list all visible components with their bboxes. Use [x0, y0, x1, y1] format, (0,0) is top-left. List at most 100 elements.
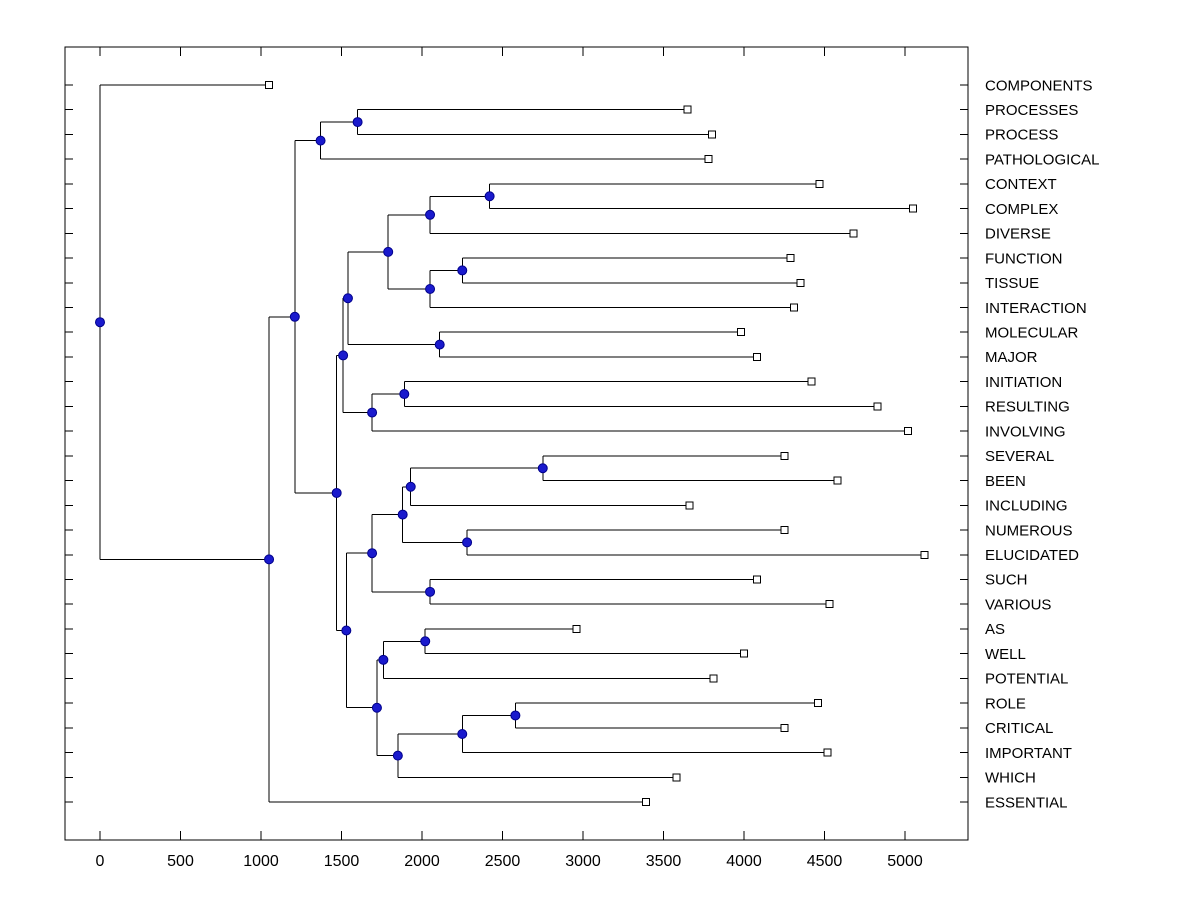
leaf-label: COMPONENTS [985, 77, 1093, 94]
internal-node-marker [342, 293, 353, 304]
leaf-label: INITIATION [985, 374, 1062, 391]
leaf-marker [709, 674, 718, 683]
leaf-marker [814, 699, 823, 708]
leaf-marker [904, 427, 913, 436]
x-tick-label: 500 [167, 853, 194, 870]
leaf-label: ESSENTIAL [985, 794, 1068, 811]
leaf-label: FUNCTION [985, 250, 1063, 267]
leaf-label: DIVERSE [985, 226, 1051, 243]
leaf-label: BEEN [985, 473, 1026, 490]
internal-node-marker [425, 586, 436, 597]
leaf-label: VARIOUS [985, 596, 1051, 613]
internal-node-marker [341, 625, 352, 636]
leaf-marker [796, 278, 805, 287]
leaf-label: ROLE [985, 695, 1026, 712]
leaf-marker [873, 402, 882, 411]
leaf-label: CONTEXT [985, 176, 1057, 193]
x-tick-label: 4500 [807, 853, 843, 870]
internal-node-marker [510, 710, 521, 721]
tree-branches [99, 84, 925, 803]
leaf-marker [641, 798, 650, 806]
leaf-marker [909, 204, 918, 213]
leaf-label: POTENTIAL [985, 671, 1068, 688]
leaf-marker [825, 600, 834, 609]
leaf-label: WHICH [985, 770, 1036, 787]
leaf-label: IMPORTANT [985, 745, 1072, 762]
x-tick-labels: 0 500 1000 1500 2000 2500 3000 3500 4000 4500 5000 [96, 853, 923, 870]
internal-node-marker [457, 265, 468, 276]
leaf-marker [740, 649, 748, 658]
internal-node-marker [95, 317, 105, 328]
leaf-marker [849, 229, 858, 238]
x-tick-label: 4000 [726, 853, 762, 870]
leaf-marker [704, 155, 713, 164]
internal-node-markers [95, 117, 548, 761]
leaf-label: NUMEROUS [985, 522, 1073, 539]
internal-node-marker [378, 654, 389, 665]
x-tick-label: 1000 [243, 853, 279, 870]
internal-node-marker [383, 246, 394, 257]
leaf-marker [807, 377, 816, 386]
leaf-marker [786, 254, 795, 263]
internal-node-marker [371, 702, 382, 713]
leaf-label: INCLUDING [985, 498, 1068, 515]
leaf-marker [685, 501, 694, 510]
internal-node-marker [462, 537, 473, 548]
leaf-marker [780, 723, 789, 732]
leaf-labels: COMPONENTS PROCESSES PROCESS PATHOLOGICAL CO… [985, 77, 1099, 811]
internal-node-marker [289, 311, 300, 322]
internal-node-marker [367, 548, 378, 559]
leaf-marker [572, 624, 581, 633]
internal-node-marker [425, 283, 436, 294]
x-tick-label: 0 [96, 853, 105, 870]
x-tick-label: 3000 [565, 853, 601, 870]
leaf-marker [752, 575, 761, 584]
leaf-label: MAJOR [985, 349, 1038, 366]
leaf-marker [672, 773, 681, 782]
internal-node-marker [405, 481, 416, 492]
internal-node-marker [315, 135, 326, 146]
internal-node-marker [338, 350, 349, 361]
leaf-label: ELUCIDATED [985, 547, 1079, 564]
leaf-label: COMPLEX [985, 201, 1058, 218]
leaf-marker [833, 476, 842, 485]
leaf-marker [736, 328, 745, 337]
x-tick-label: 2500 [485, 853, 521, 870]
internal-node-marker [264, 554, 275, 565]
internal-node-marker [392, 750, 403, 761]
leaf-label: INVOLVING [985, 423, 1066, 440]
leaf-label: RESULTING [985, 399, 1070, 416]
x-tick-label: 3500 [646, 853, 682, 870]
leaf-marker [707, 130, 716, 139]
x-tick-label: 1500 [324, 853, 360, 870]
leaf-marker [815, 179, 824, 188]
leaf-label: TISSUE [985, 275, 1039, 292]
leaf-label: PATHOLOGICAL [985, 151, 1099, 168]
leaf-markers [265, 81, 929, 806]
internal-node-marker [420, 636, 431, 647]
internal-node-marker [537, 463, 548, 474]
leaf-marker [752, 352, 761, 361]
leaf-label: SEVERAL [985, 448, 1054, 465]
leaf-label: AS [985, 621, 1005, 638]
leaf-label: PROCESS [985, 127, 1058, 144]
x-tick-label: 5000 [887, 853, 923, 870]
internal-node-marker [399, 389, 410, 400]
internal-node-marker [425, 209, 436, 220]
internal-node-marker [397, 509, 408, 520]
leaf-marker [683, 105, 692, 114]
internal-node-marker [457, 729, 468, 740]
leaf-label: INTERACTION [985, 300, 1087, 317]
leaf-marker [789, 303, 798, 312]
leaf-label: WELL [985, 646, 1026, 663]
internal-node-marker [484, 191, 495, 202]
leaf-label: CRITICAL [985, 720, 1053, 737]
internal-node-marker [331, 487, 342, 498]
leaf-label: PROCESSES [985, 102, 1078, 119]
axis-ticks [65, 47, 968, 840]
internal-node-marker [352, 117, 363, 128]
internal-node-marker [367, 407, 378, 418]
leaf-label: SUCH [985, 572, 1028, 589]
